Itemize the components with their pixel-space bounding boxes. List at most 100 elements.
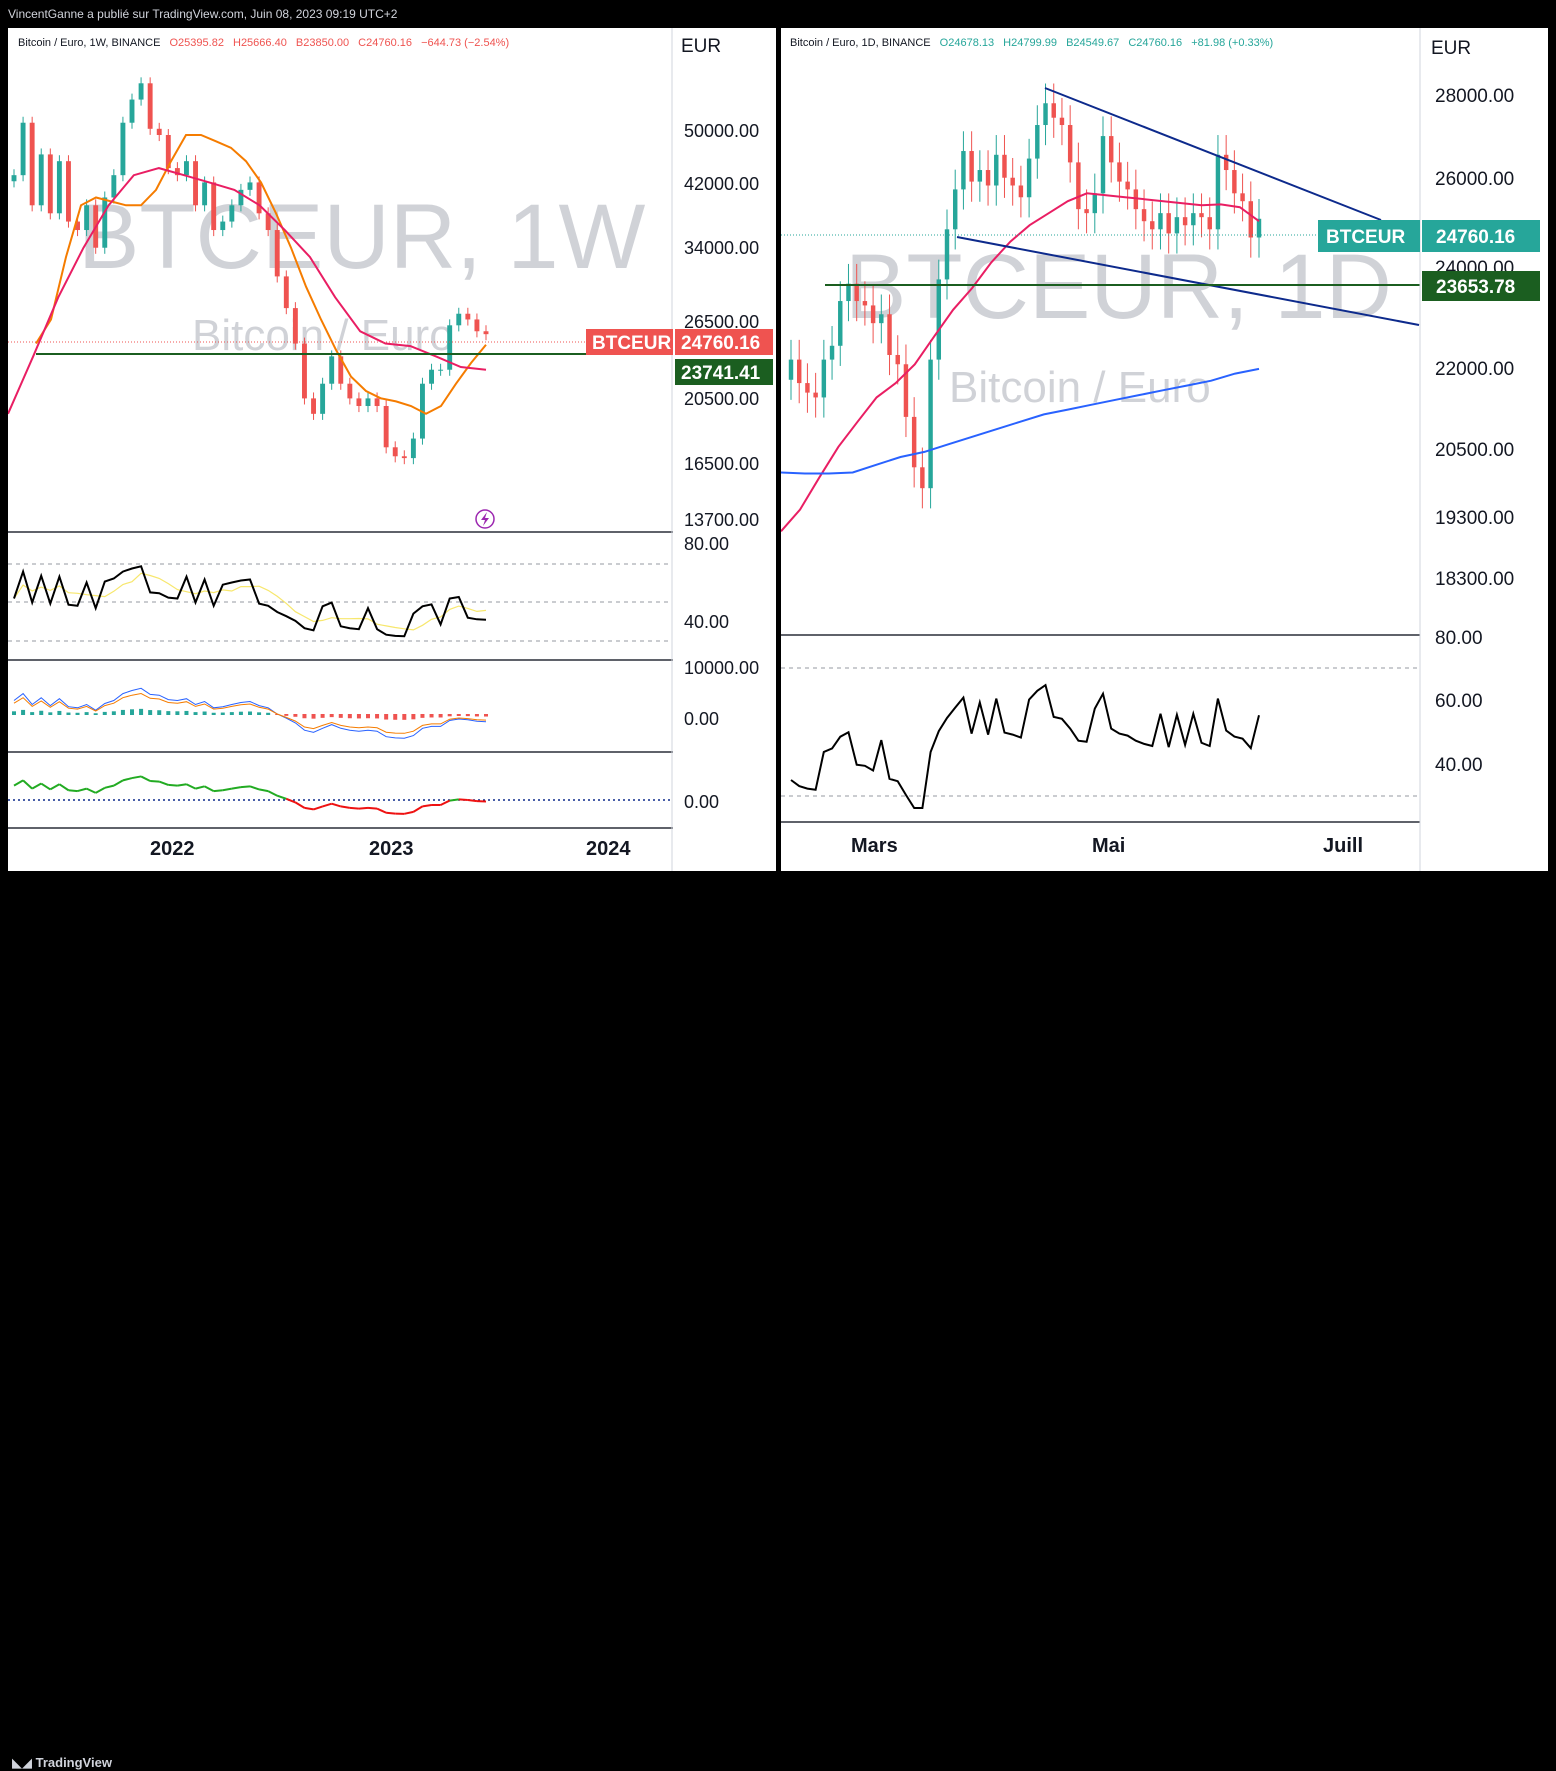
left-macd-bar: [284, 714, 288, 716]
right-candle: [920, 448, 924, 509]
left-macd-bar: [339, 714, 343, 718]
publisher-line: VincentGanne a publié sur TradingView.co…: [8, 7, 397, 21]
left-legend-change: −644.73 (−2.54%): [421, 37, 509, 49]
left-candle: [39, 148, 44, 211]
left-macd-bar: [375, 714, 379, 718]
right-candle: [789, 340, 793, 400]
left-macd-bar: [21, 710, 25, 715]
left-macd-bar: [366, 714, 370, 718]
left-osc-segment: [250, 786, 259, 789]
right-chart-panel[interactable]: BTCEUR, 1D Bitcoin / Euro Bitcoin / Euro…: [781, 28, 1548, 871]
left-osc-segment: [459, 799, 468, 800]
left-osc-segment: [359, 808, 368, 809]
right-candle: [969, 131, 973, 201]
left-macd-bar: [194, 712, 198, 715]
left-candle: [275, 224, 280, 282]
right-chart-svg[interactable]: BTCEUR, 1D Bitcoin / Euro Bitcoin / Euro…: [781, 28, 1548, 871]
header-bar: VincentGanne a publié sur TradingView.co…: [0, 0, 1556, 28]
left-candle: [21, 117, 26, 181]
left-osc-segment: [441, 801, 450, 805]
right-candle: [1010, 158, 1014, 206]
right-support-tag: 23653.78: [1436, 277, 1515, 298]
left-price-tick-6: 13700.00: [684, 510, 759, 530]
left-osc-segment: [159, 782, 168, 785]
right-candle: [1240, 174, 1244, 222]
right-candle: [1101, 116, 1105, 213]
footer-brand: TradingView: [36, 1755, 112, 1770]
left-macd-bar: [420, 714, 424, 718]
left-osc-line: [14, 776, 486, 813]
right-watermark-big: BTCEUR, 1D: [845, 236, 1392, 338]
left-candle: [148, 77, 153, 135]
left-candle: [57, 155, 62, 219]
left-macd-bar: [384, 714, 388, 720]
right-rsi-line: [791, 685, 1259, 808]
lightning-icon[interactable]: [476, 510, 494, 528]
right-candle: [986, 150, 990, 205]
left-date-2: 2024: [586, 838, 631, 860]
right-candle: [1019, 166, 1023, 218]
left-candle: [139, 77, 144, 105]
right-candle: [928, 340, 932, 508]
left-macd-bar: [357, 714, 361, 718]
left-symbol-tag: BTCEUR: [592, 333, 671, 354]
left-candle: [484, 325, 489, 340]
right-candle: [1142, 189, 1146, 241]
left-date-1: 2023: [369, 838, 414, 860]
left-osc-segment: [404, 812, 413, 814]
left-osc-segment: [386, 813, 395, 814]
left-macd-bar: [175, 711, 179, 715]
right-date-1: Mai: [1092, 835, 1125, 857]
left-osc-segment: [368, 808, 377, 809]
left-candle: [393, 441, 398, 462]
left-candle: [356, 392, 361, 412]
left-osc-segment: [314, 806, 323, 809]
left-osc-segment: [150, 781, 159, 782]
left-candle: [12, 169, 17, 187]
left-macd-bar: [475, 714, 479, 716]
left-osc-segment: [68, 790, 77, 791]
left-osc-segment: [205, 786, 214, 791]
right-symbol-tag: BTCEUR: [1326, 227, 1405, 248]
left-candle: [320, 378, 325, 420]
right-candle: [1216, 135, 1220, 249]
left-osc-segment: [196, 786, 205, 788]
left-rsi-line: [14, 566, 486, 636]
right-legend-change: +81.98 (+0.33%): [1191, 37, 1273, 49]
left-price-tick-4: 20500.00: [684, 389, 759, 409]
left-osc-segment: [214, 790, 223, 791]
left-candle: [411, 433, 416, 465]
right-candle: [1027, 139, 1031, 218]
left-macd-bar: [448, 714, 452, 716]
left-macd-tick-0: 10000.00: [684, 658, 759, 678]
left-macd-bar: [330, 714, 334, 717]
left-osc-segment: [277, 796, 286, 799]
left-chart-panel[interactable]: BTCEUR, 1W Bitcoin / Euro Bitcoin / Euro…: [8, 28, 776, 871]
left-candle: [48, 148, 53, 219]
left-macd-bar: [393, 714, 397, 720]
right-rsi-tick-2: 40.00: [1435, 755, 1483, 776]
right-legend-symbol: Bitcoin / Euro, 1D, BINANCE: [790, 37, 931, 49]
left-osc-segment: [259, 789, 268, 791]
left-candle: [465, 308, 470, 326]
right-currency-label: EUR: [1431, 38, 1471, 59]
right-candle: [961, 131, 965, 209]
left-macd-bar: [66, 713, 70, 715]
left-osc-segment: [468, 800, 477, 801]
right-candle: [1093, 174, 1097, 234]
right-price-tick-5: 19300.00: [1435, 508, 1514, 529]
left-macd-bar: [184, 711, 188, 715]
right-candle: [813, 373, 817, 418]
left-osc-segment: [413, 806, 422, 811]
left-candle: [456, 308, 461, 332]
left-macd-histogram: [12, 709, 488, 720]
left-macd-bar: [57, 711, 61, 715]
left-macd-bar: [402, 714, 406, 720]
right-candle: [797, 340, 801, 403]
left-chart-svg[interactable]: BTCEUR, 1W Bitcoin / Euro Bitcoin / Euro…: [8, 28, 776, 871]
tradingview-logo[interactable]: ◣◢ TradingView: [12, 1755, 112, 1771]
left-candle: [175, 162, 180, 181]
right-candle: [1125, 162, 1129, 210]
right-candle: [838, 281, 842, 366]
right-legend-low: B24549.67: [1066, 37, 1119, 49]
